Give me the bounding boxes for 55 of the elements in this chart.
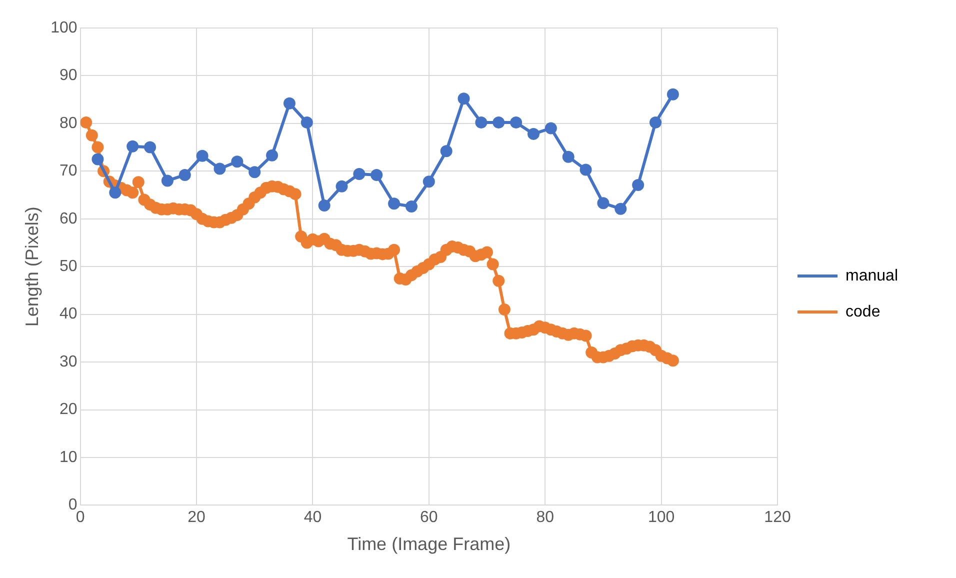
point xyxy=(196,150,208,162)
point xyxy=(440,145,452,158)
legend-label: code xyxy=(846,303,880,320)
y-tick-label: 0 xyxy=(68,496,78,514)
point xyxy=(527,128,540,140)
point xyxy=(405,200,418,212)
point xyxy=(92,153,104,166)
point xyxy=(109,186,122,199)
y-axis-title: Length (Pixels) xyxy=(22,206,42,327)
point xyxy=(161,174,174,187)
y-tick-label: 10 xyxy=(60,448,78,466)
point xyxy=(283,97,296,110)
x-tick-label: 80 xyxy=(536,509,554,526)
point xyxy=(178,168,191,181)
point xyxy=(458,92,470,105)
point xyxy=(562,150,574,163)
point xyxy=(597,197,610,210)
x-tick-label: 40 xyxy=(304,509,322,526)
point xyxy=(266,149,278,162)
x-tick-label: 120 xyxy=(764,509,791,526)
point xyxy=(214,162,226,175)
point xyxy=(580,164,592,176)
point xyxy=(632,179,644,191)
y-tick-label: 60 xyxy=(60,210,78,228)
point xyxy=(353,168,366,180)
point xyxy=(300,116,313,128)
x-axis-title: Time (Image Frame) xyxy=(347,534,511,554)
x-tick-label: 60 xyxy=(420,509,438,526)
point xyxy=(231,156,244,168)
legend-label: manual xyxy=(846,267,898,284)
point xyxy=(370,168,383,181)
point xyxy=(318,200,330,212)
point xyxy=(650,116,662,128)
point xyxy=(492,116,505,128)
y-tick-label: 40 xyxy=(60,306,78,323)
point xyxy=(144,141,156,154)
y-tick-label: 100 xyxy=(50,19,78,36)
y-tick-label: 90 xyxy=(60,67,78,84)
point xyxy=(248,166,261,178)
y-tick-label: 80 xyxy=(60,114,78,132)
point xyxy=(614,202,627,215)
x-tick-label: 20 xyxy=(188,509,206,526)
y-tick-label: 30 xyxy=(60,353,78,370)
point xyxy=(666,88,679,100)
x-tick-label: 100 xyxy=(648,509,675,526)
point xyxy=(510,116,522,128)
point xyxy=(422,176,435,188)
y-tick-label: 50 xyxy=(60,258,78,276)
point xyxy=(475,116,488,128)
y-tick-label: 20 xyxy=(60,401,78,418)
point xyxy=(336,180,348,192)
y-tick-label: 70 xyxy=(60,162,78,180)
point xyxy=(544,122,557,134)
point xyxy=(126,140,139,152)
point xyxy=(388,198,400,210)
